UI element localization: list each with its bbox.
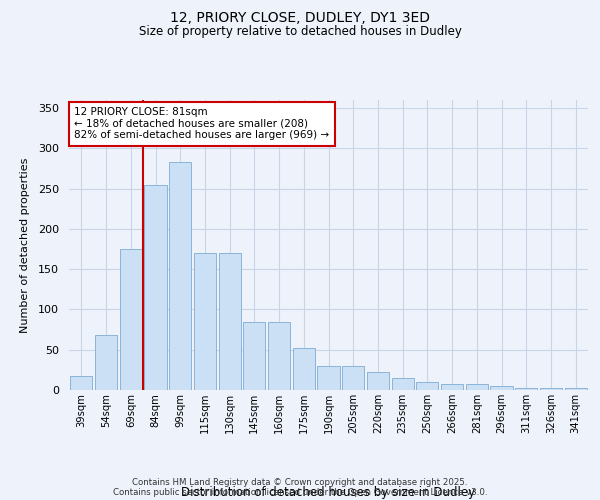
Bar (70, 376, 92, 390)
Bar (540, 388, 562, 390)
Bar (466, 384, 488, 390)
Bar (515, 388, 538, 390)
Bar (441, 384, 463, 390)
Text: 12, PRIORY CLOSE, DUDLEY, DY1 3ED: 12, PRIORY CLOSE, DUDLEY, DY1 3ED (170, 12, 430, 26)
Text: 12 PRIORY CLOSE: 81sqm
← 18% of detached houses are smaller (208)
82% of semi-de: 12 PRIORY CLOSE: 81sqm ← 18% of detached… (74, 108, 329, 140)
Bar (119, 249, 142, 390)
Bar (169, 162, 191, 390)
Bar (565, 388, 587, 390)
Bar (392, 378, 414, 390)
X-axis label: Distribution of detached houses by size in Dudley: Distribution of detached houses by size … (181, 486, 476, 499)
Text: Size of property relative to detached houses in Dudley: Size of property relative to detached ho… (139, 24, 461, 38)
Bar (490, 386, 512, 390)
Bar (95, 335, 117, 390)
Text: Contains HM Land Registry data © Crown copyright and database right 2025.
Contai: Contains HM Land Registry data © Crown c… (113, 478, 487, 497)
Bar (367, 372, 389, 390)
Bar (268, 322, 290, 390)
Bar (194, 253, 216, 390)
Bar (145, 184, 167, 390)
Bar (342, 366, 364, 390)
Bar (218, 253, 241, 390)
Bar (293, 348, 315, 390)
Y-axis label: Number of detached properties: Number of detached properties (20, 158, 30, 332)
Bar (416, 382, 439, 390)
Bar (317, 366, 340, 390)
Bar (243, 322, 265, 390)
